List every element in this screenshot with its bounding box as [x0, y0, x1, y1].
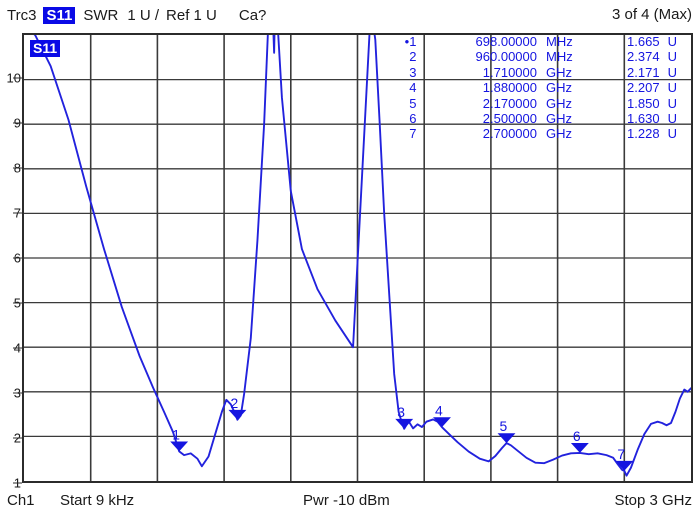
- marker-frequency-cell: 1.710000: [482, 64, 537, 80]
- marker-frequency-cell: 2.500000: [482, 111, 537, 127]
- y-tick-mark: [13, 212, 22, 214]
- marker-index-cell: 5: [409, 95, 417, 111]
- y-tick-mark: [13, 437, 22, 439]
- trace-badge[interactable]: S11: [30, 40, 61, 57]
- marker-row[interactable]: 3 1.710000 GHz 2.171 U: [383, 65, 693, 80]
- marker-triangle[interactable]: [228, 409, 247, 420]
- y-tick-mark: [13, 392, 22, 394]
- channel-label[interactable]: Ch1: [7, 492, 35, 509]
- marker-frequency-unit-cell: MHz: [546, 34, 573, 49]
- marker-row[interactable]: 5 2.170000 GHz 1.850 U: [383, 96, 693, 111]
- marker-row[interactable]: 4 1.880000 GHz 2.207 U: [383, 80, 693, 95]
- y-tick-mark: [13, 77, 22, 79]
- marker-value-cell: 1.665: [627, 34, 660, 49]
- marker-label: 6: [573, 428, 581, 444]
- active-marker-dot: •: [404, 34, 410, 49]
- marker-row[interactable]: 7 2.700000 GHz 1.228 U: [383, 126, 693, 141]
- trace-info-bar: Trc3 S11 SWR 1 U / Ref 1 U Ca?: [0, 0, 700, 31]
- marker-triangle[interactable]: [395, 418, 414, 429]
- y-axis: 10987654321: [0, 33, 22, 491]
- marker-frequency-cell: 2.170000: [482, 95, 537, 111]
- marker-frequency-unit-cell: GHz: [546, 64, 572, 80]
- marker-frequency-cell: 960.00000: [475, 49, 537, 65]
- marker-index-cell: 6: [409, 111, 417, 127]
- marker-label: 7: [617, 446, 625, 462]
- marker-triangle[interactable]: [170, 441, 189, 452]
- marker-table: •1 698.00000 MHz 1.665 U 2 960.00000 MHz 2.374 U 3…: [383, 34, 693, 142]
- marker-value-cell: 1.228: [627, 126, 660, 142]
- trace-format-label[interactable]: SWR: [83, 7, 119, 24]
- marker-value-unit-cell: U: [667, 34, 677, 49]
- marker-index-cell: 3: [409, 64, 417, 80]
- y-tick-mark: [13, 347, 22, 349]
- marker-frequency-unit-cell: GHz: [546, 126, 572, 142]
- marker-frequency-unit-cell: MHz: [546, 49, 573, 65]
- marker-label: 4: [435, 402, 443, 418]
- marker-value-unit-cell: U: [667, 95, 677, 111]
- marker-index-cell: 4: [409, 80, 417, 96]
- marker-frequency-cell: 1.880000: [482, 80, 537, 96]
- marker-value-cell: 1.630: [627, 111, 660, 127]
- marker-frequency-cell: 2.700000: [482, 126, 537, 142]
- channel-status-bar: Ch1 Start 9 kHz Pwr -10 dBm Stop 3 GHz: [0, 492, 700, 522]
- marker-index-cell: 2: [409, 49, 417, 65]
- scale-per-division-label[interactable]: 1 U /: [127, 7, 160, 24]
- marker-row[interactable]: 6 2.500000 GHz 1.630 U: [383, 111, 693, 126]
- marker-triangle[interactable]: [433, 417, 451, 428]
- marker-label: 1: [172, 426, 180, 442]
- marker-value-cell: 2.171: [627, 64, 660, 80]
- y-tick-mark: [13, 302, 22, 304]
- marker-index-cell: 7: [409, 126, 417, 142]
- marker-label: 2: [230, 395, 238, 411]
- y-tick-mark: [13, 257, 22, 259]
- marker-value-cell: 2.374: [627, 49, 660, 65]
- stop-frequency-label[interactable]: Stop 3 GHz: [614, 492, 692, 509]
- marker-index-cell: •1: [404, 34, 417, 49]
- marker-readout-table[interactable]: •1 698.00000 MHz 1.665 U 2 960.00000 MHz 2.374 U 3…: [383, 34, 693, 142]
- marker-value-unit-cell: U: [667, 126, 677, 142]
- marker-value-unit-cell: U: [667, 64, 677, 80]
- marker-label: 3: [397, 404, 405, 420]
- y-tick-mark: [13, 122, 22, 124]
- marker-value-unit-cell: U: [667, 80, 677, 96]
- marker-triangle[interactable]: [570, 442, 589, 453]
- marker-value-unit-cell: U: [667, 111, 677, 127]
- trace-count-label: 3 of 4 (Max): [611, 6, 692, 23]
- calibration-state-label[interactable]: Ca?: [238, 7, 267, 24]
- y-tick-mark: [13, 167, 22, 169]
- marker-label: 5: [500, 418, 508, 434]
- marker-value-cell: 2.207: [627, 80, 660, 96]
- marker-value-cell: 1.850: [627, 95, 660, 111]
- marker-row[interactable]: •1 698.00000 MHz 1.665 U: [383, 34, 693, 49]
- marker-row[interactable]: 2 960.00000 MHz 2.374 U: [383, 49, 693, 64]
- marker-frequency-unit-cell: GHz: [546, 111, 572, 127]
- marker-frequency-unit-cell: GHz: [546, 95, 572, 111]
- start-frequency-label[interactable]: Start 9 kHz: [60, 492, 135, 509]
- marker-triangle[interactable]: [497, 433, 516, 444]
- s-parameter-badge[interactable]: S11: [43, 7, 76, 24]
- marker-frequency-unit-cell: GHz: [546, 80, 572, 96]
- y-tick-mark: [13, 482, 22, 484]
- reference-value-label[interactable]: Ref 1 U: [166, 7, 217, 24]
- power-label[interactable]: Pwr -10 dBm: [303, 492, 390, 509]
- trace-name-label[interactable]: Trc3: [7, 7, 37, 24]
- marker-value-unit-cell: U: [667, 49, 677, 65]
- marker-triangle[interactable]: [615, 460, 634, 471]
- marker-frequency-cell: 698.00000: [475, 34, 537, 49]
